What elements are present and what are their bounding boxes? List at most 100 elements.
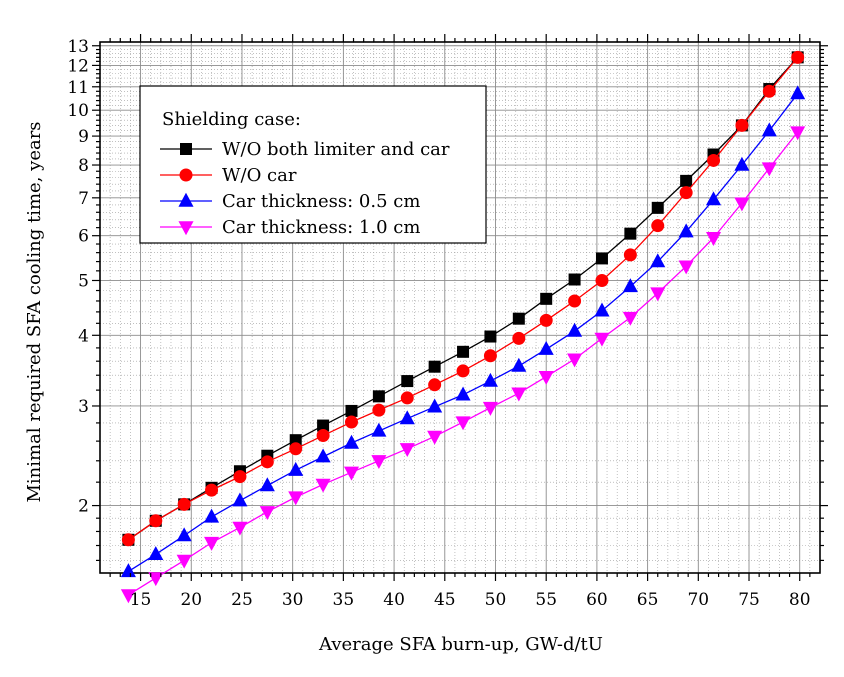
data-point <box>735 118 749 132</box>
x-tick-label: 80 <box>789 590 811 610</box>
data-point <box>372 390 385 403</box>
plot-border <box>99 41 821 574</box>
legend-title: Shielding case: <box>162 109 301 130</box>
data-point <box>678 260 694 275</box>
legend-marker <box>180 143 192 155</box>
data-point <box>679 186 693 200</box>
x-tick-label: 55 <box>535 590 557 610</box>
data-point <box>345 404 358 417</box>
x-tick-label: 50 <box>485 590 507 610</box>
data-point <box>483 349 497 363</box>
data-point <box>734 156 750 171</box>
x-tick-label: 40 <box>383 590 405 610</box>
data-point <box>315 448 331 463</box>
data-point <box>399 410 415 425</box>
data-point <box>288 461 304 476</box>
x-tick-label: 20 <box>180 590 202 610</box>
data-point <box>205 483 219 497</box>
legend-marker <box>179 168 193 182</box>
y-tick-label: 8 <box>78 156 89 176</box>
data-point <box>650 253 666 268</box>
data-point <box>482 401 498 416</box>
x-tick-label: 25 <box>231 590 253 610</box>
data-point <box>622 278 638 293</box>
data-point <box>568 294 582 308</box>
data-point <box>148 572 164 587</box>
data-point <box>371 455 387 470</box>
legend-label: Car thickness: 1.0 cm <box>222 217 420 238</box>
data-point <box>791 50 805 64</box>
legend-label: Car thickness: 0.5 cm <box>222 191 420 212</box>
data-point <box>148 546 164 561</box>
data-point <box>456 364 470 378</box>
data-point <box>567 353 583 368</box>
data-point <box>259 506 275 521</box>
data-point <box>594 332 610 347</box>
axis-ticks: 15 20 25 30 35 40 45 50 55 60 65 70 75 80234567891011… <box>67 34 828 610</box>
y-tick-label: 2 <box>78 497 89 517</box>
legend-marker <box>178 192 194 207</box>
data-point <box>457 345 470 358</box>
data-point <box>344 415 358 429</box>
data-point <box>624 227 637 240</box>
data-point <box>680 174 693 187</box>
data-point <box>482 372 498 387</box>
y-tick-label: 3 <box>78 397 89 417</box>
data-point <box>678 223 694 238</box>
data-point <box>623 248 637 262</box>
data-point <box>177 497 191 511</box>
x-tick-label: 30 <box>282 590 304 610</box>
data-point <box>120 563 136 578</box>
y-tick-label: 5 <box>78 271 89 291</box>
data-point <box>762 84 776 98</box>
data-point <box>734 197 750 212</box>
data-point <box>427 430 443 445</box>
data-point <box>343 434 360 449</box>
x-tick-label: 45 <box>434 590 456 610</box>
data-point <box>455 386 471 401</box>
data-point <box>120 589 136 604</box>
legend-label: W/O both limiter and car <box>222 139 450 160</box>
y-tick-label: 11 <box>67 78 89 98</box>
data-point <box>427 398 443 413</box>
y-tick-label: 6 <box>78 227 89 247</box>
data-point <box>204 508 220 523</box>
data-point <box>538 370 554 385</box>
legend-box <box>139 85 487 244</box>
data-point <box>400 391 414 405</box>
data-point <box>538 340 554 355</box>
y-tick-label: 10 <box>67 101 89 121</box>
data-point <box>149 514 163 528</box>
data-point <box>176 554 192 569</box>
data-point <box>790 126 806 141</box>
y-tick-label: 7 <box>78 189 89 209</box>
data-point <box>622 311 638 326</box>
data-point <box>428 378 442 392</box>
x-tick-label: 65 <box>637 590 659 610</box>
data-point <box>401 375 414 388</box>
legend-label: W/O car <box>222 165 297 186</box>
data-point <box>259 477 275 492</box>
data-point <box>372 403 386 417</box>
data-point <box>651 219 665 233</box>
legend-entry-1: W/O car <box>160 165 297 186</box>
data-point <box>707 153 721 167</box>
data-point <box>343 466 360 481</box>
x-tick-label: 60 <box>586 590 608 610</box>
data-point <box>288 491 304 506</box>
data-point <box>512 312 525 325</box>
data-point <box>595 273 609 287</box>
data-point <box>315 478 331 493</box>
x-tick-label: 75 <box>738 590 760 610</box>
data-point <box>232 521 248 536</box>
y-tick-label: 4 <box>78 326 89 346</box>
data-point <box>594 302 610 317</box>
data-point <box>428 360 441 373</box>
data-point <box>568 273 581 286</box>
data-point <box>511 357 527 372</box>
legend: Shielding case: W/O both limiter and car… <box>139 85 487 244</box>
data-point <box>399 443 415 458</box>
data-point <box>455 416 471 431</box>
x-tick-label: 15 <box>130 590 152 610</box>
